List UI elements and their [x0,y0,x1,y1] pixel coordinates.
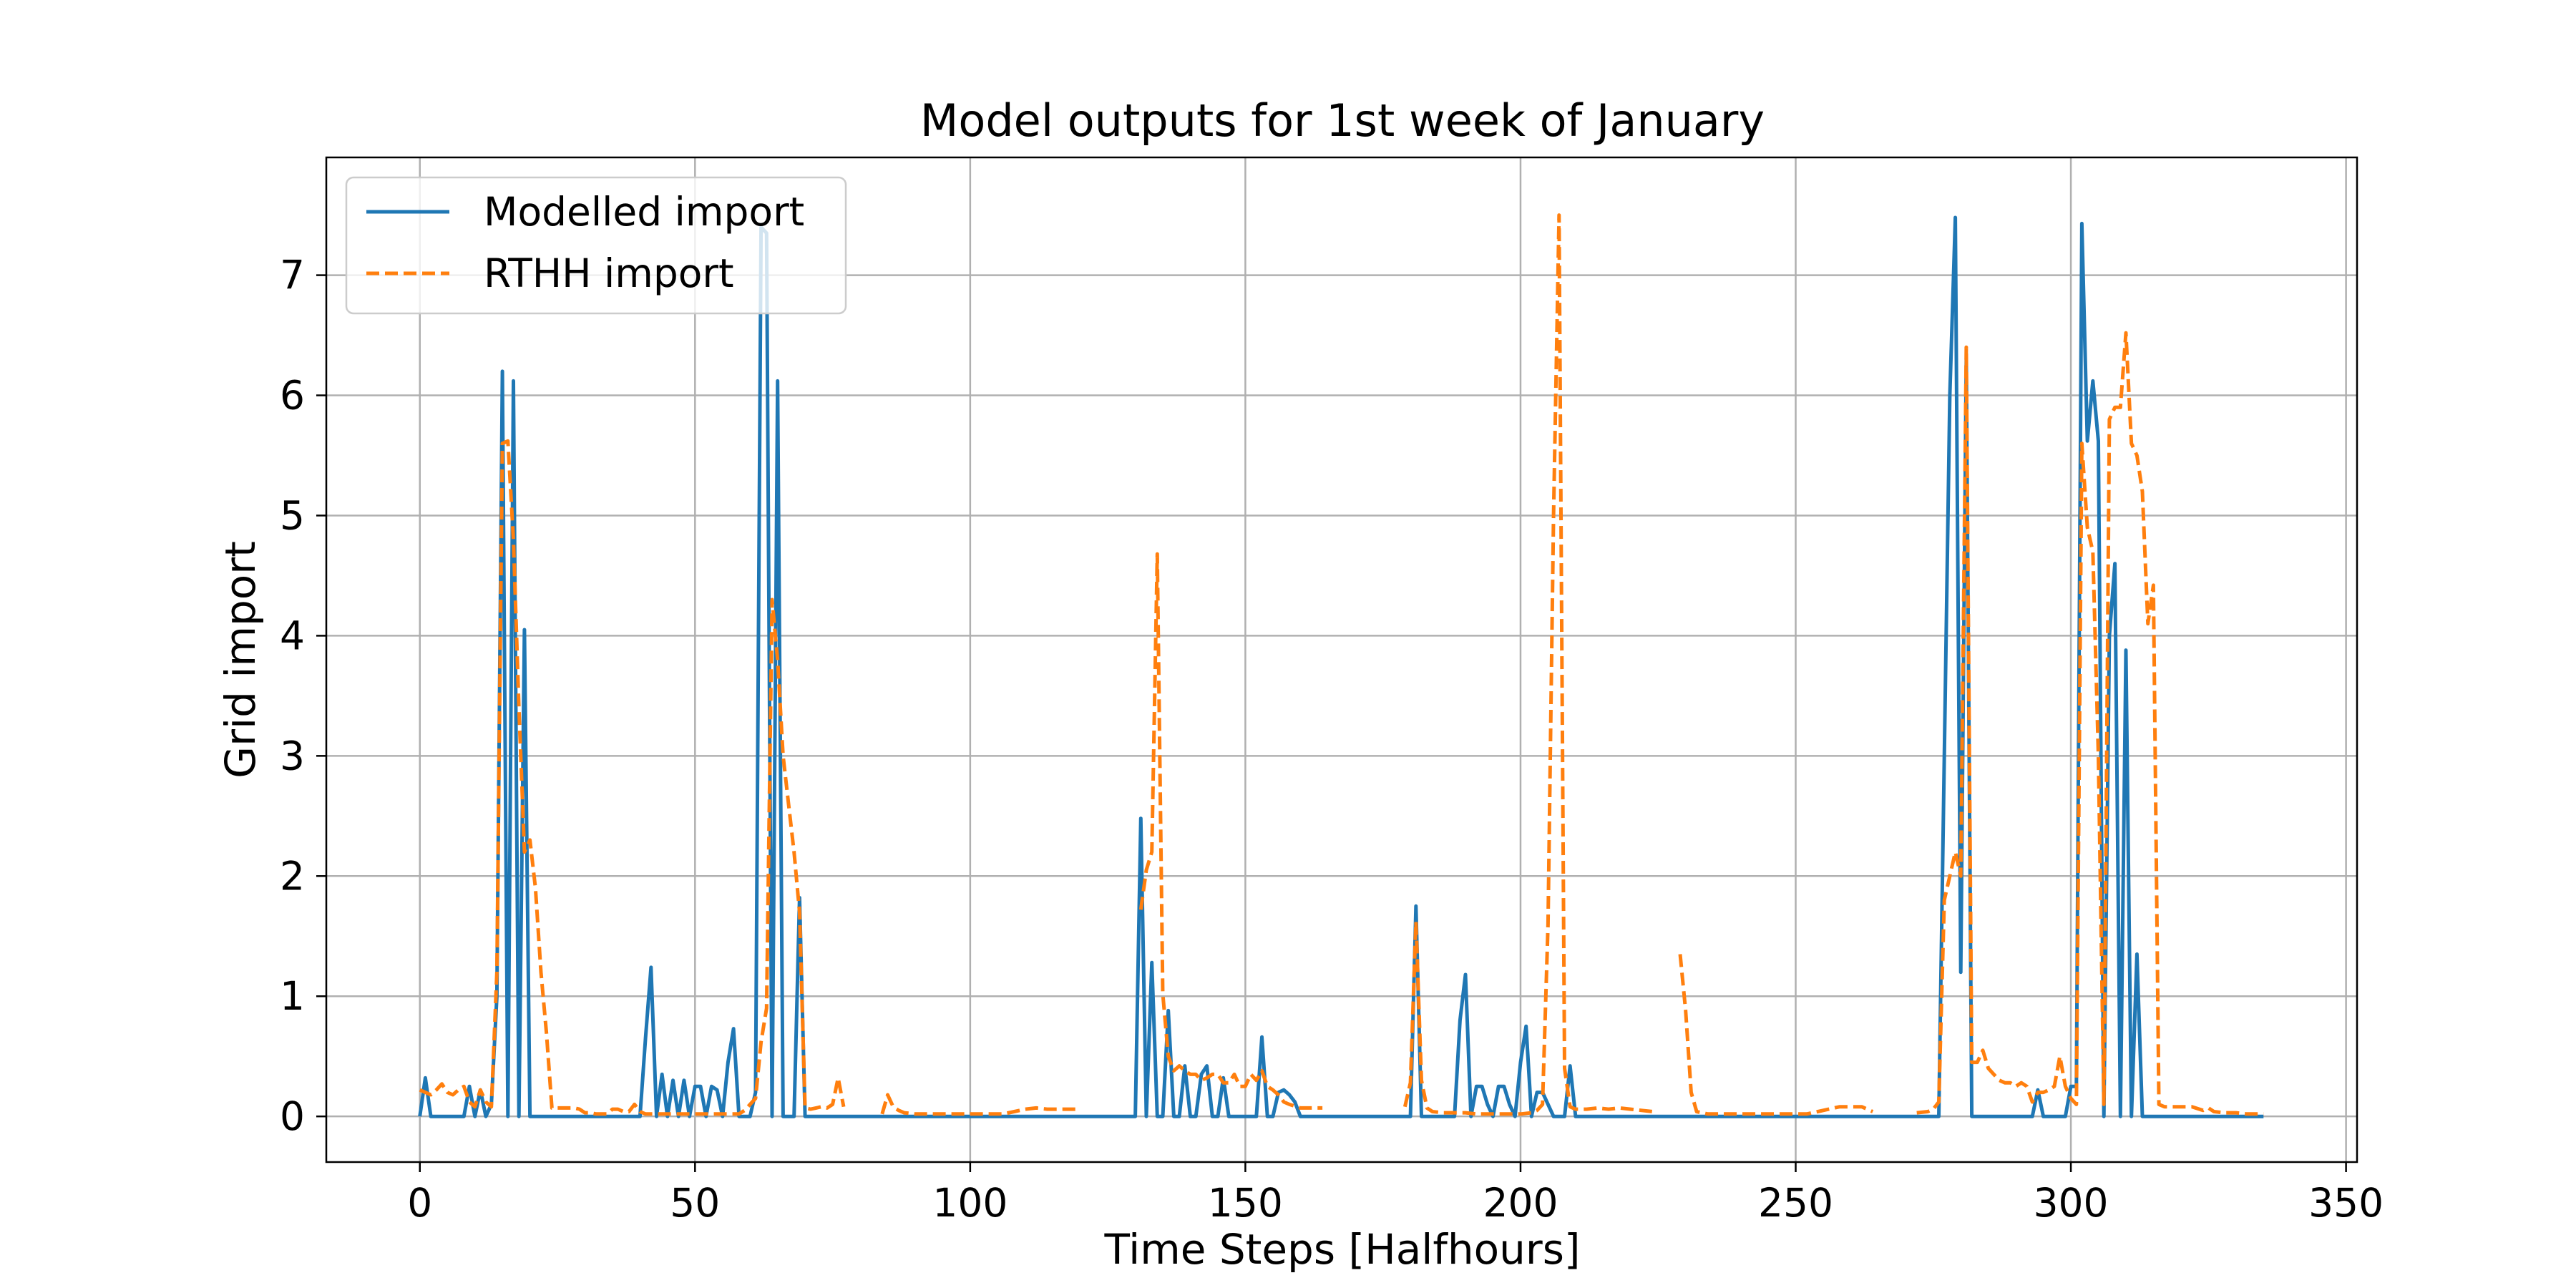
y-tick-label: 3 [280,733,305,779]
series-line-rthh-import [1402,213,1653,1116]
plot-area-frame [325,156,2358,1163]
legend: Modelled import RTHH import [345,176,847,315]
axis-ticks: 0 50 100 150 200 250 300 350 0 1 2 3 4 5 6 7 [280,253,2384,1226]
series-line-rthh-import [1138,552,1323,1110]
x-tick-label: 0 [407,1180,432,1226]
series-line-rthh-import [1916,331,2264,1116]
x-tick-label: 50 [670,1180,720,1226]
x-tick-label: 200 [1483,1180,1558,1226]
x-tick-label: 250 [1758,1180,1833,1226]
y-tick-label: 2 [280,853,305,899]
y-tick-label: 0 [280,1093,305,1139]
x-tick-label: 350 [2308,1180,2384,1226]
y-tick-label: 5 [280,492,305,538]
y-tick-label: 4 [280,613,305,658]
series-line-rthh-import [419,439,846,1116]
y-tick-label: 7 [280,253,305,298]
x-axis-label: Time Steps [Halfhours] [1103,1225,1580,1274]
series-lines [418,213,2264,1118]
series-line-rthh-import [880,1093,1080,1116]
chart-title: Model outputs for 1st week of January [920,94,1765,147]
grid-lines [326,157,2357,1162]
series-line-modelled-import [418,215,2264,1118]
x-tick-label: 100 [932,1180,1008,1226]
legend-label-rthh-import: RTHH import [484,250,734,296]
legend-box [345,176,847,315]
x-tick-label: 150 [1208,1180,1283,1226]
y-tick-label: 6 [280,373,305,419]
x-tick-label: 300 [2034,1180,2109,1226]
y-tick-label: 1 [280,973,305,1019]
y-axis-label: Grid import [216,541,265,779]
series-line-rthh-import [1678,954,1874,1116]
legend-label-modelled-import: Modelled import [484,189,804,235]
